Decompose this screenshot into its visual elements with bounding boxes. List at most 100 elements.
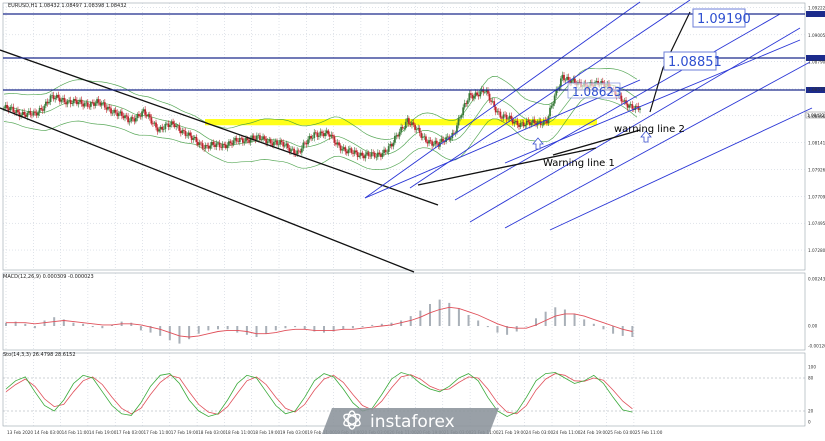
macd-histogram-bar [506,326,509,335]
candle-body [355,150,358,153]
candle-body [266,141,269,144]
candle-body [494,106,497,113]
candle-body [415,129,418,130]
candle-body [260,139,263,141]
candle-body [485,90,488,93]
time-axis-label: 14 Feb 19:00 [89,430,117,435]
candle-body [200,142,202,144]
macd-histogram-bar [24,323,27,326]
candle-body [189,132,192,136]
candle-body [24,114,27,117]
candle-body [452,132,455,134]
candle-body [339,145,342,151]
stoch-label: Sto(14,3,3) 26.4798 28.6152 [3,352,76,358]
candle-body [136,114,139,118]
macd-histogram-bar [419,310,422,326]
candle-body [277,144,280,146]
candle-body [286,143,289,148]
candle-body [353,150,356,154]
watermark-brand: instaforex [370,412,455,432]
candle-body [69,100,72,105]
candle-body [212,141,215,145]
candle-body [420,132,423,138]
candle-body [144,109,147,115]
macd-histogram-bar [274,326,277,331]
candle-body [291,148,294,150]
candle-body [153,122,156,124]
macd-histogram-bar [72,322,75,326]
candle-body [214,144,216,147]
macd-histogram-bar [400,320,403,326]
candle-body [7,108,10,111]
channel-line [364,79,641,199]
candle-body [421,136,424,138]
macd-histogram-bar [226,326,229,330]
macd-axis-tick: 0.00 [808,324,818,329]
candle-body [88,106,91,108]
level-marker [806,55,825,61]
time-axis-label: 19 Feb 11:00 [307,430,335,435]
macd-histogram-bar [168,326,171,341]
candle-body [243,141,246,143]
price-axis-tick: 1.07280 [808,248,825,253]
candle-body [259,135,261,140]
candle-body [431,141,434,146]
candle-body [184,131,187,136]
candle-body [335,142,337,145]
candle-body [4,104,7,108]
candle-body [522,122,525,127]
channel-line [409,0,691,189]
candle-body [79,99,81,103]
candle-body [294,153,297,155]
candle-body [549,107,551,117]
candle-body [378,152,381,155]
macd-histogram-bar [602,326,605,330]
candle-body [207,145,210,149]
downtrend-line-upper [0,49,439,206]
candle-body [100,102,103,106]
macd-histogram-bar [448,302,451,326]
candle-body [459,117,461,119]
candle-body [221,143,224,148]
candle-body [307,139,309,145]
stoch-signal-line [5,373,633,415]
candle-body [310,135,313,139]
candle-body [392,142,395,147]
candle-body [456,125,458,133]
candle-body [327,130,330,135]
candle-body [468,93,471,101]
time-axis-label: 17 Feb 11:00 [144,430,172,435]
candle-body [418,127,421,133]
level-label-2: 1.08851 [668,55,722,70]
candle-body [41,109,44,111]
candle-body [133,118,136,122]
candle-body [224,144,227,149]
annotation-warning-line-2: warning line 2 [614,124,685,135]
macd-histogram-bar [101,326,104,329]
candle-body [48,101,50,104]
candle-body [352,152,354,154]
candle-body [209,145,212,149]
warning-line-1 [417,147,597,186]
candle-body [417,127,420,130]
candle-body [27,111,30,113]
macd-histogram-bar [429,304,431,326]
candle-body [333,136,336,143]
candle-body [367,152,370,156]
panel-frame [2,2,806,271]
candle-body [120,111,123,116]
price-axis-tick: 1.07709 [808,195,825,200]
candle-body [46,101,49,104]
candle-body [463,103,466,108]
macd-histogram-bar [554,307,557,326]
candle-body [505,114,508,120]
macd-histogram-bar [361,326,364,328]
candle-body [383,149,385,154]
candle-body [462,107,465,116]
macd-histogram-bar [62,319,65,326]
candle-body [389,143,392,147]
candle-body [525,120,528,126]
candle-body [559,78,562,87]
candle-body [314,132,317,133]
candle-body [44,101,47,106]
